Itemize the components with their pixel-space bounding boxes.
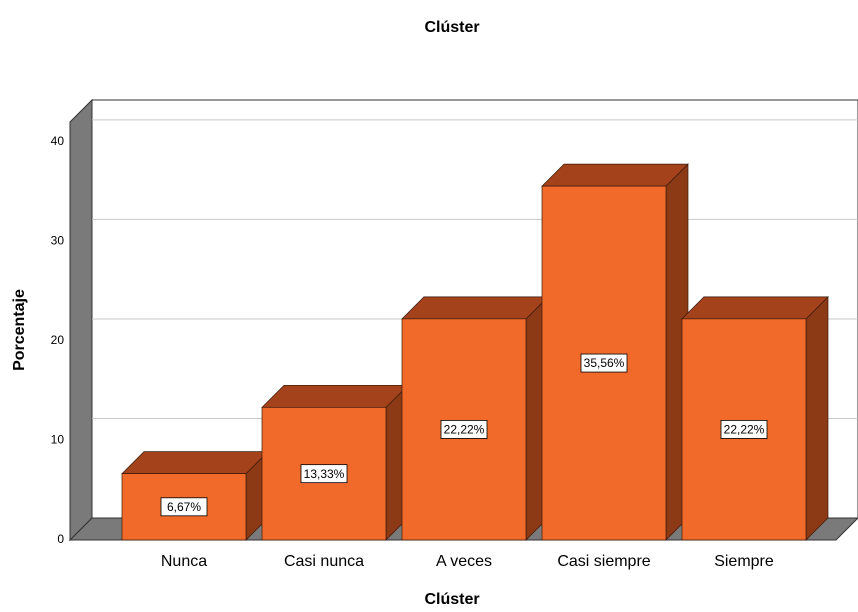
bar-group: 13,33% xyxy=(261,384,409,541)
value-label: 22,22% xyxy=(724,423,765,437)
value-label-box xyxy=(160,497,208,517)
bar-side xyxy=(805,296,829,541)
bar-group: 35,56% xyxy=(541,163,689,541)
left-wall xyxy=(69,98,93,542)
y-tick-label: 0 xyxy=(57,532,64,546)
bar-top xyxy=(401,296,549,320)
y-axis-label: Porcentaje xyxy=(11,289,28,371)
y-tick-label: 20 xyxy=(51,333,65,347)
x-tick-label: Siempre xyxy=(714,553,774,570)
value-label: 6,67% xyxy=(167,500,201,514)
x-tick-label: Casi nunca xyxy=(284,553,364,570)
bar-group: 22,22% xyxy=(681,296,829,541)
bar-top xyxy=(261,384,409,408)
value-label-box xyxy=(720,420,768,439)
x-tick-label: Casi siempre xyxy=(557,553,650,570)
value-label: 13,33% xyxy=(304,467,345,481)
value-label: 35,56% xyxy=(584,356,625,370)
bar-group: 6,67% xyxy=(121,450,269,541)
x-tick-label: Nunca xyxy=(161,553,207,570)
value-label-box xyxy=(440,420,488,439)
y-tick-label: 30 xyxy=(51,234,65,248)
value-label: 22,22% xyxy=(444,423,485,437)
x-tick-label: A veces xyxy=(436,553,492,570)
bar-group: 22,22% xyxy=(401,296,549,541)
y-tick-label: 10 xyxy=(51,433,65,447)
bar-top xyxy=(681,296,829,320)
value-label-box xyxy=(580,353,628,373)
value-label-box xyxy=(300,464,348,484)
x-axis-label: Clúster xyxy=(424,591,479,608)
chart-title: Clúster xyxy=(424,19,479,36)
y-tick-label: 40 xyxy=(51,134,65,148)
bar-top xyxy=(121,451,269,474)
bar-top xyxy=(541,163,689,187)
